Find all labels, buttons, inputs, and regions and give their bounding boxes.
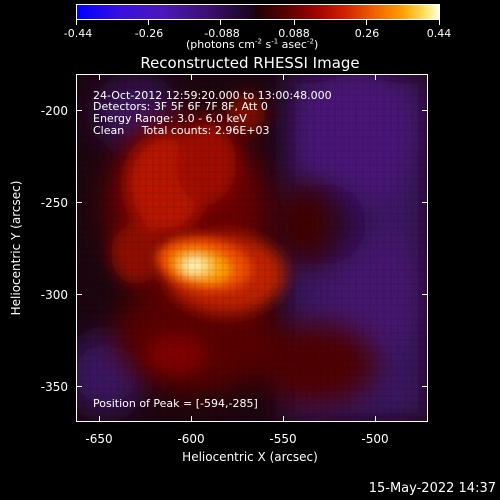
x-tick [99, 74, 100, 80]
x-tick [191, 74, 192, 80]
x-tick [375, 416, 376, 422]
colorbar-tick-label: 0.088 [278, 27, 310, 40]
x-tick [99, 416, 100, 422]
x-tick-label: -500 [361, 432, 389, 446]
colorbar-tick-label: 0.26 [354, 27, 380, 40]
x-axis-title: Heliocentric X (arcsec) [182, 450, 318, 464]
method-counts-text: Clean Total counts: 2.96E+03 [93, 124, 270, 137]
y-tick-label: -200 [40, 104, 68, 118]
units-part: ) [313, 38, 319, 51]
colorbar-units: (photons cm-2 s-1 asec-2) [186, 38, 318, 51]
colorbar-tick-label: -0.088 [204, 27, 240, 40]
y-tick-label: -350 [40, 380, 68, 394]
x-tick [191, 416, 192, 422]
y-tick [76, 386, 82, 387]
y-tick [76, 202, 82, 203]
y-tick [422, 110, 428, 111]
energy-range-text: Energy Range: 3.0 - 6.0 keV [93, 112, 247, 125]
units-exponent: -2 [306, 37, 314, 46]
colorbar-tick [439, 20, 440, 25]
y-tick-label: -250 [40, 196, 68, 210]
x-tick-label: -600 [177, 432, 205, 446]
y-tick [76, 110, 82, 111]
units-exponent: -1 [271, 37, 279, 46]
colorbar [76, 4, 440, 20]
x-tick [283, 74, 284, 80]
units-part: s [261, 38, 272, 51]
y-tick [422, 202, 428, 203]
y-tick [422, 386, 428, 387]
timestamp: 15-May-2022 14:37 [368, 481, 496, 496]
units-part: asec [278, 38, 307, 51]
rhessi-image [76, 74, 428, 422]
image-title: Reconstructed RHESSI Image [140, 54, 360, 72]
colorbar-tick [148, 20, 149, 25]
x-tick-label: -650 [85, 432, 113, 446]
time-range-text: 24-Oct-2012 12:59:20.000 to 13:00:48.000 [93, 89, 332, 102]
y-tick [422, 294, 428, 295]
colorbar-tick [294, 20, 295, 25]
colorbar-tick-label: -0.44 [63, 27, 93, 40]
colorbar-tick [220, 20, 221, 25]
peak-position-text: Position of Peak = [-594,-285] [93, 397, 258, 410]
y-tick [76, 294, 82, 295]
detectors-text: Detectors: 3F 5F 6F 7F 8F, Att 0 [93, 100, 268, 113]
colorbar-tick [366, 20, 367, 25]
x-tick [375, 74, 376, 80]
colorbar-tick-label: -0.26 [134, 27, 164, 40]
y-tick-label: -300 [40, 288, 68, 302]
units-exponent: -2 [254, 37, 262, 46]
colorbar-tick-label: 0.44 [426, 27, 452, 40]
y-axis-title: Heliocentric Y (arcsec) [9, 180, 23, 316]
x-tick-label: -550 [269, 432, 297, 446]
units-part: (photons cm [186, 38, 255, 51]
colorbar-tick [76, 20, 77, 25]
x-tick [283, 416, 284, 422]
